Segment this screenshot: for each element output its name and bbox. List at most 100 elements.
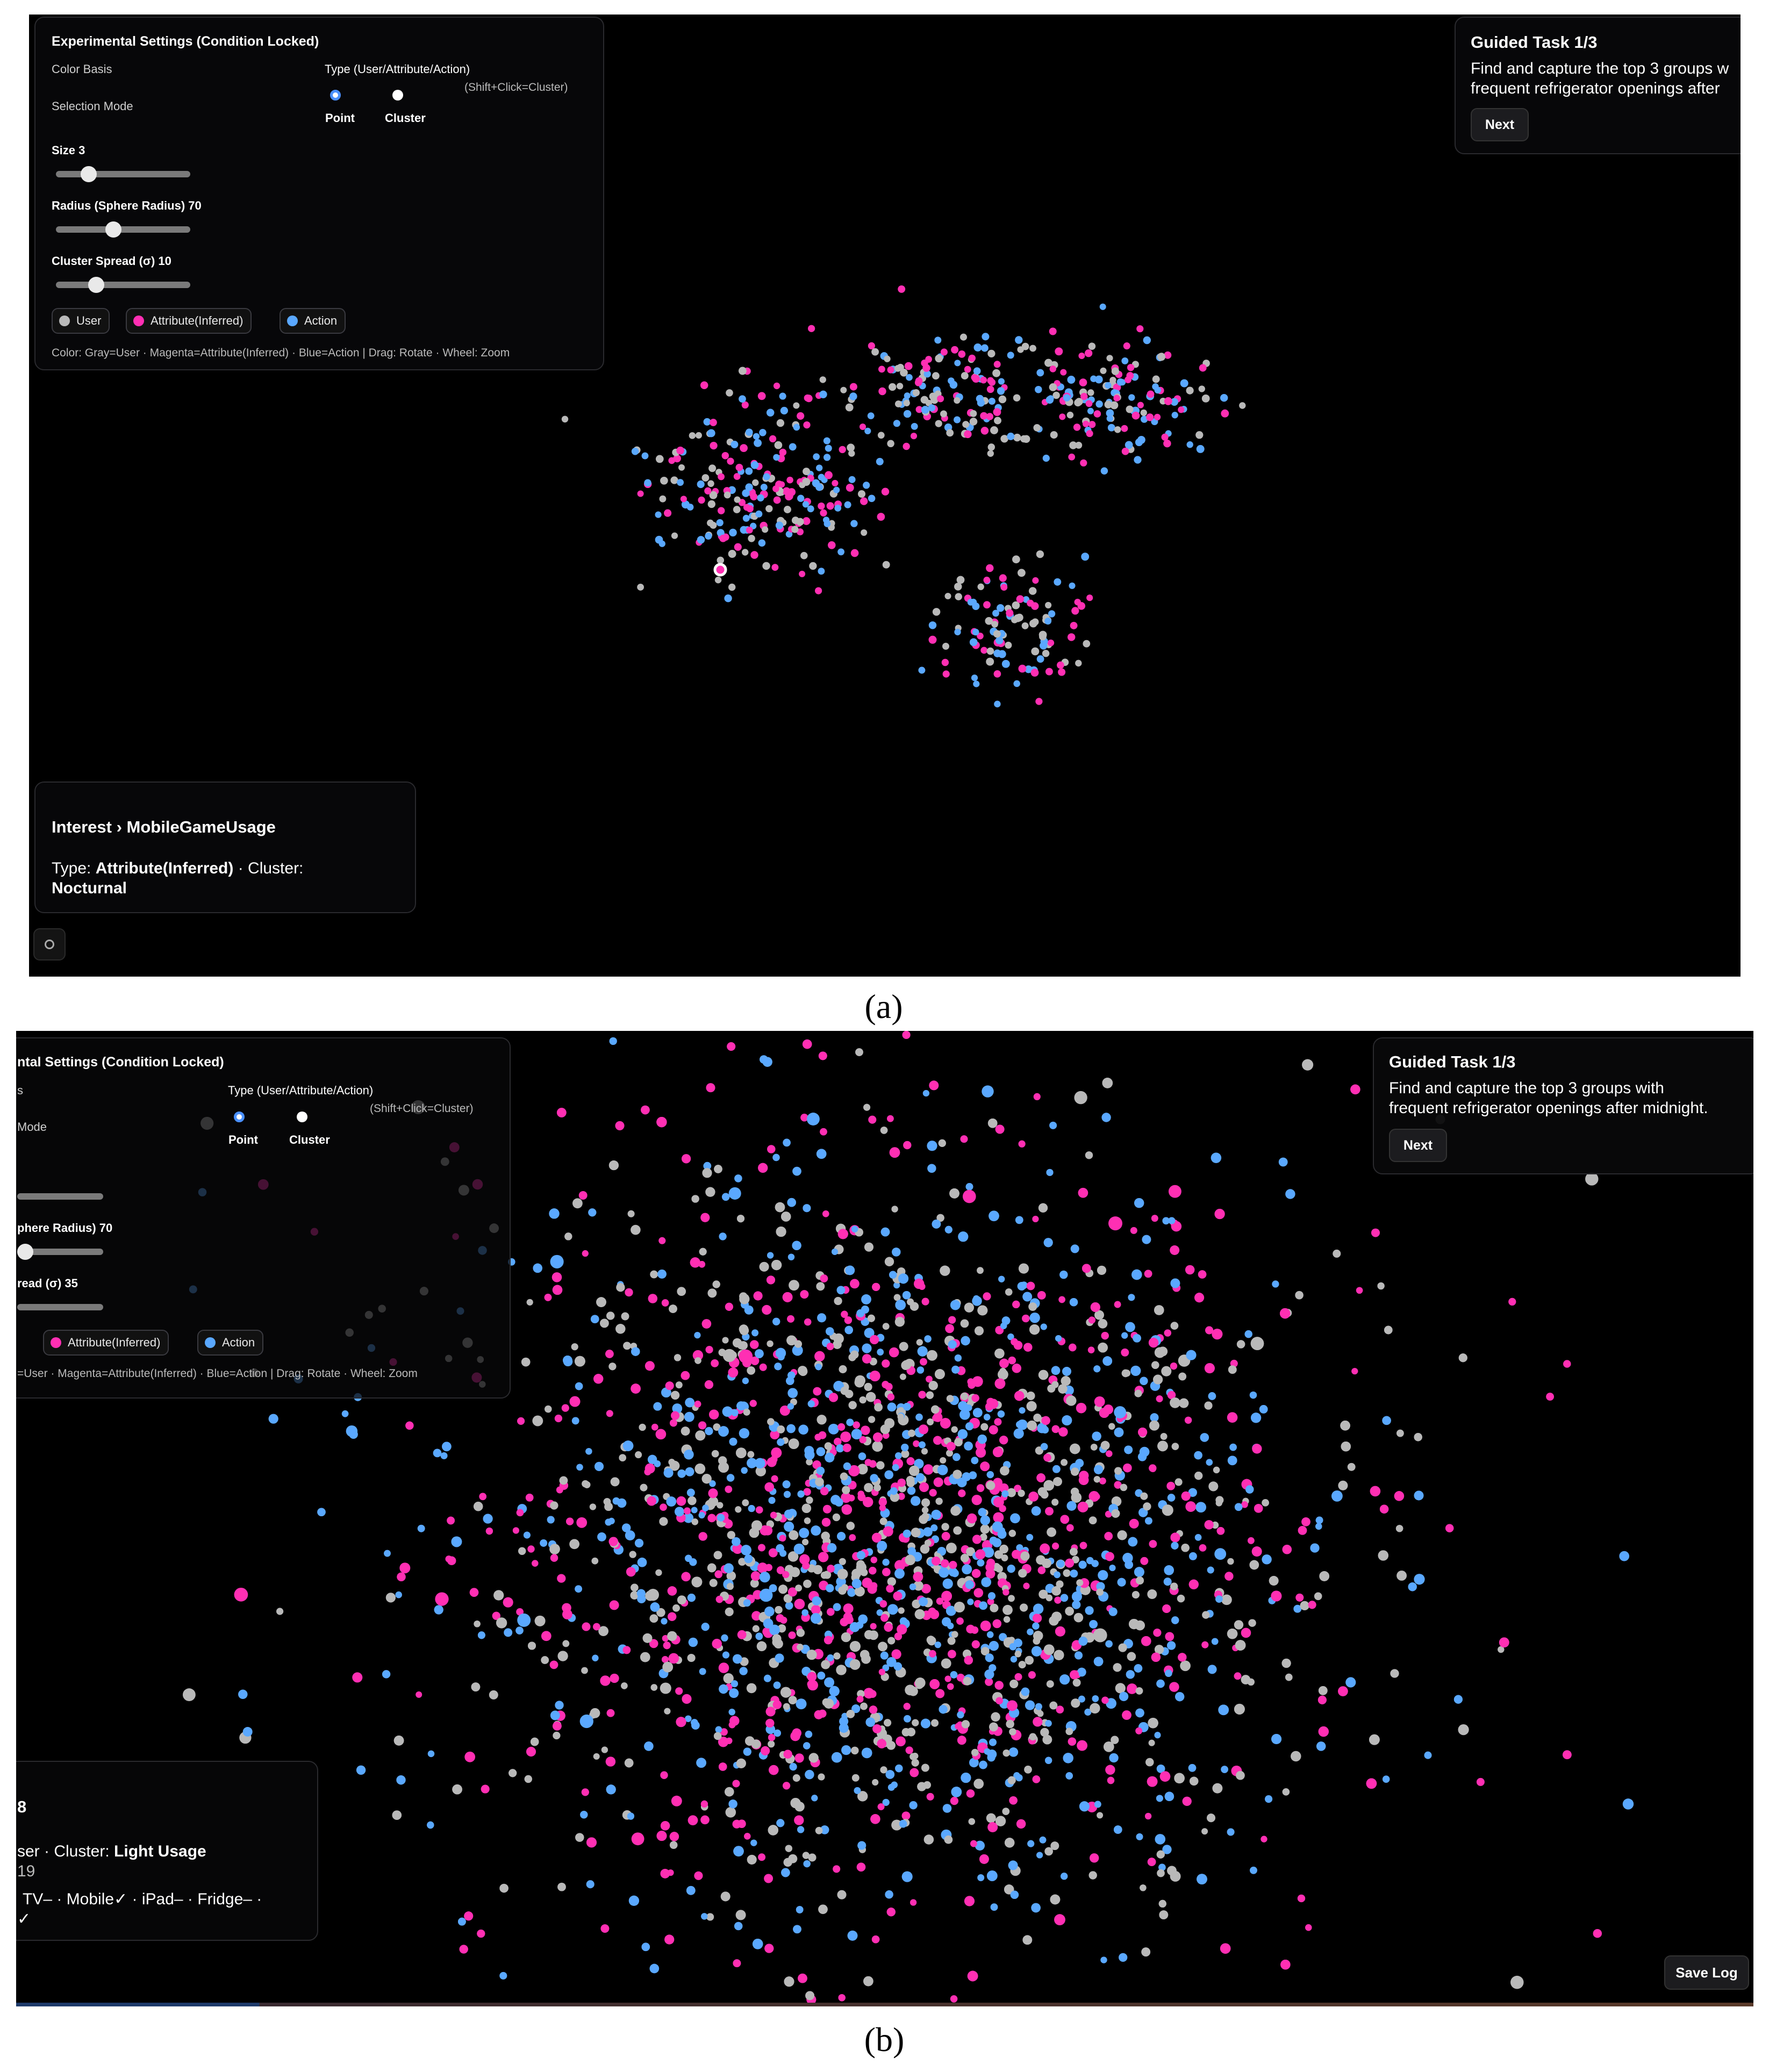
data-point[interactable] — [965, 1580, 974, 1589]
data-point[interactable] — [884, 1719, 892, 1727]
cluster-radio[interactable] — [392, 90, 403, 101]
data-point[interactable] — [969, 638, 978, 647]
data-point[interactable] — [701, 474, 710, 482]
data-point[interactable] — [962, 1564, 972, 1575]
data-point[interactable] — [961, 1773, 971, 1783]
data-point[interactable] — [897, 1624, 907, 1635]
data-point[interactable] — [766, 1482, 774, 1490]
data-point[interactable] — [784, 1509, 793, 1519]
data-point[interactable] — [1040, 1543, 1050, 1554]
data-point[interactable] — [1089, 1853, 1099, 1863]
data-point[interactable] — [517, 1417, 525, 1425]
data-point[interactable] — [550, 1554, 558, 1562]
data-point[interactable] — [946, 1442, 956, 1451]
data-point[interactable] — [698, 1532, 707, 1541]
data-point[interactable] — [242, 1727, 253, 1737]
data-point[interactable] — [1101, 1331, 1109, 1340]
data-point[interactable] — [771, 1259, 782, 1271]
data-point[interactable] — [759, 1363, 767, 1371]
data-point[interactable] — [1016, 595, 1025, 603]
data-point[interactable] — [807, 505, 814, 513]
data-point[interactable] — [1099, 303, 1106, 310]
data-point[interactable] — [550, 1501, 558, 1510]
data-point[interactable] — [1054, 1571, 1061, 1579]
data-point[interactable] — [791, 526, 799, 533]
data-point[interactable] — [983, 601, 991, 609]
data-point[interactable] — [1119, 1953, 1128, 1962]
data-point[interactable] — [1036, 550, 1044, 558]
data-point[interactable] — [569, 1396, 581, 1407]
data-point[interactable] — [1007, 352, 1014, 359]
data-point[interactable] — [768, 1825, 779, 1836]
data-point[interactable] — [748, 1505, 755, 1512]
data-point[interactable] — [803, 1488, 811, 1496]
data-point[interactable] — [1094, 1396, 1105, 1407]
data-point[interactable] — [1264, 1795, 1273, 1803]
data-point[interactable] — [816, 464, 823, 471]
data-point[interactable] — [1070, 1467, 1079, 1476]
data-point[interactable] — [814, 1351, 825, 1362]
data-point[interactable] — [767, 1418, 775, 1425]
data-point[interactable] — [857, 1841, 866, 1850]
data-point[interactable] — [1356, 1287, 1363, 1294]
data-point[interactable] — [920, 1544, 930, 1554]
data-point[interactable] — [642, 1633, 653, 1643]
data-point[interactable] — [1234, 1703, 1245, 1715]
data-point[interactable] — [669, 1460, 680, 1471]
size-slider-b[interactable] — [17, 1193, 103, 1200]
data-point[interactable] — [666, 1496, 677, 1507]
data-point[interactable] — [750, 1839, 757, 1846]
data-point[interactable] — [782, 1292, 793, 1302]
data-point[interactable] — [1129, 1518, 1139, 1529]
data-point[interactable] — [650, 1684, 658, 1691]
data-point[interactable] — [1291, 1751, 1301, 1762]
data-point[interactable] — [882, 561, 890, 569]
data-point[interactable] — [894, 1317, 905, 1327]
data-point[interactable] — [1033, 1414, 1042, 1422]
data-point[interactable] — [1248, 1537, 1255, 1544]
data-point[interactable] — [970, 410, 977, 417]
data-point[interactable] — [891, 1206, 898, 1213]
data-point[interactable] — [774, 1363, 782, 1371]
data-point[interactable] — [740, 526, 748, 534]
data-point[interactable] — [709, 1480, 716, 1487]
data-point[interactable] — [909, 1753, 917, 1760]
data-point[interactable] — [479, 1493, 487, 1501]
data-point[interactable] — [979, 1601, 987, 1610]
data-point[interactable] — [524, 1775, 532, 1783]
data-point[interactable] — [861, 1655, 869, 1662]
data-point[interactable] — [820, 1274, 828, 1282]
data-point[interactable] — [912, 1719, 919, 1726]
data-point[interactable] — [980, 344, 989, 352]
data-point[interactable] — [739, 1349, 753, 1364]
data-point[interactable] — [857, 490, 866, 498]
data-point[interactable] — [1298, 1525, 1307, 1535]
data-point[interactable] — [793, 1925, 801, 1934]
data-point[interactable] — [1148, 1717, 1158, 1729]
data-point[interactable] — [661, 1299, 669, 1307]
data-point[interactable] — [1108, 1423, 1115, 1430]
data-point[interactable] — [1147, 390, 1155, 398]
data-point[interactable] — [1063, 1569, 1071, 1577]
data-point[interactable] — [1171, 412, 1178, 419]
data-point[interactable] — [1102, 1356, 1113, 1366]
data-point[interactable] — [580, 1811, 588, 1819]
data-point[interactable] — [703, 1162, 712, 1170]
data-point[interactable] — [1014, 1390, 1025, 1401]
data-point[interactable] — [709, 1579, 718, 1587]
data-point[interactable] — [913, 1572, 923, 1582]
data-point[interactable] — [986, 413, 994, 420]
data-point[interactable] — [1007, 1488, 1016, 1497]
data-point[interactable] — [948, 1316, 956, 1324]
data-point[interactable] — [899, 1819, 907, 1828]
data-point[interactable] — [1060, 369, 1067, 376]
data-point[interactable] — [694, 1463, 706, 1474]
data-point[interactable] — [865, 1717, 876, 1727]
data-point[interactable] — [1037, 1290, 1046, 1300]
data-point[interactable] — [965, 1182, 973, 1191]
data-point[interactable] — [578, 1191, 588, 1200]
data-point[interactable] — [610, 1477, 620, 1487]
data-point[interactable] — [1046, 1680, 1054, 1688]
data-point[interactable] — [493, 1590, 504, 1601]
data-point[interactable] — [544, 1294, 552, 1301]
